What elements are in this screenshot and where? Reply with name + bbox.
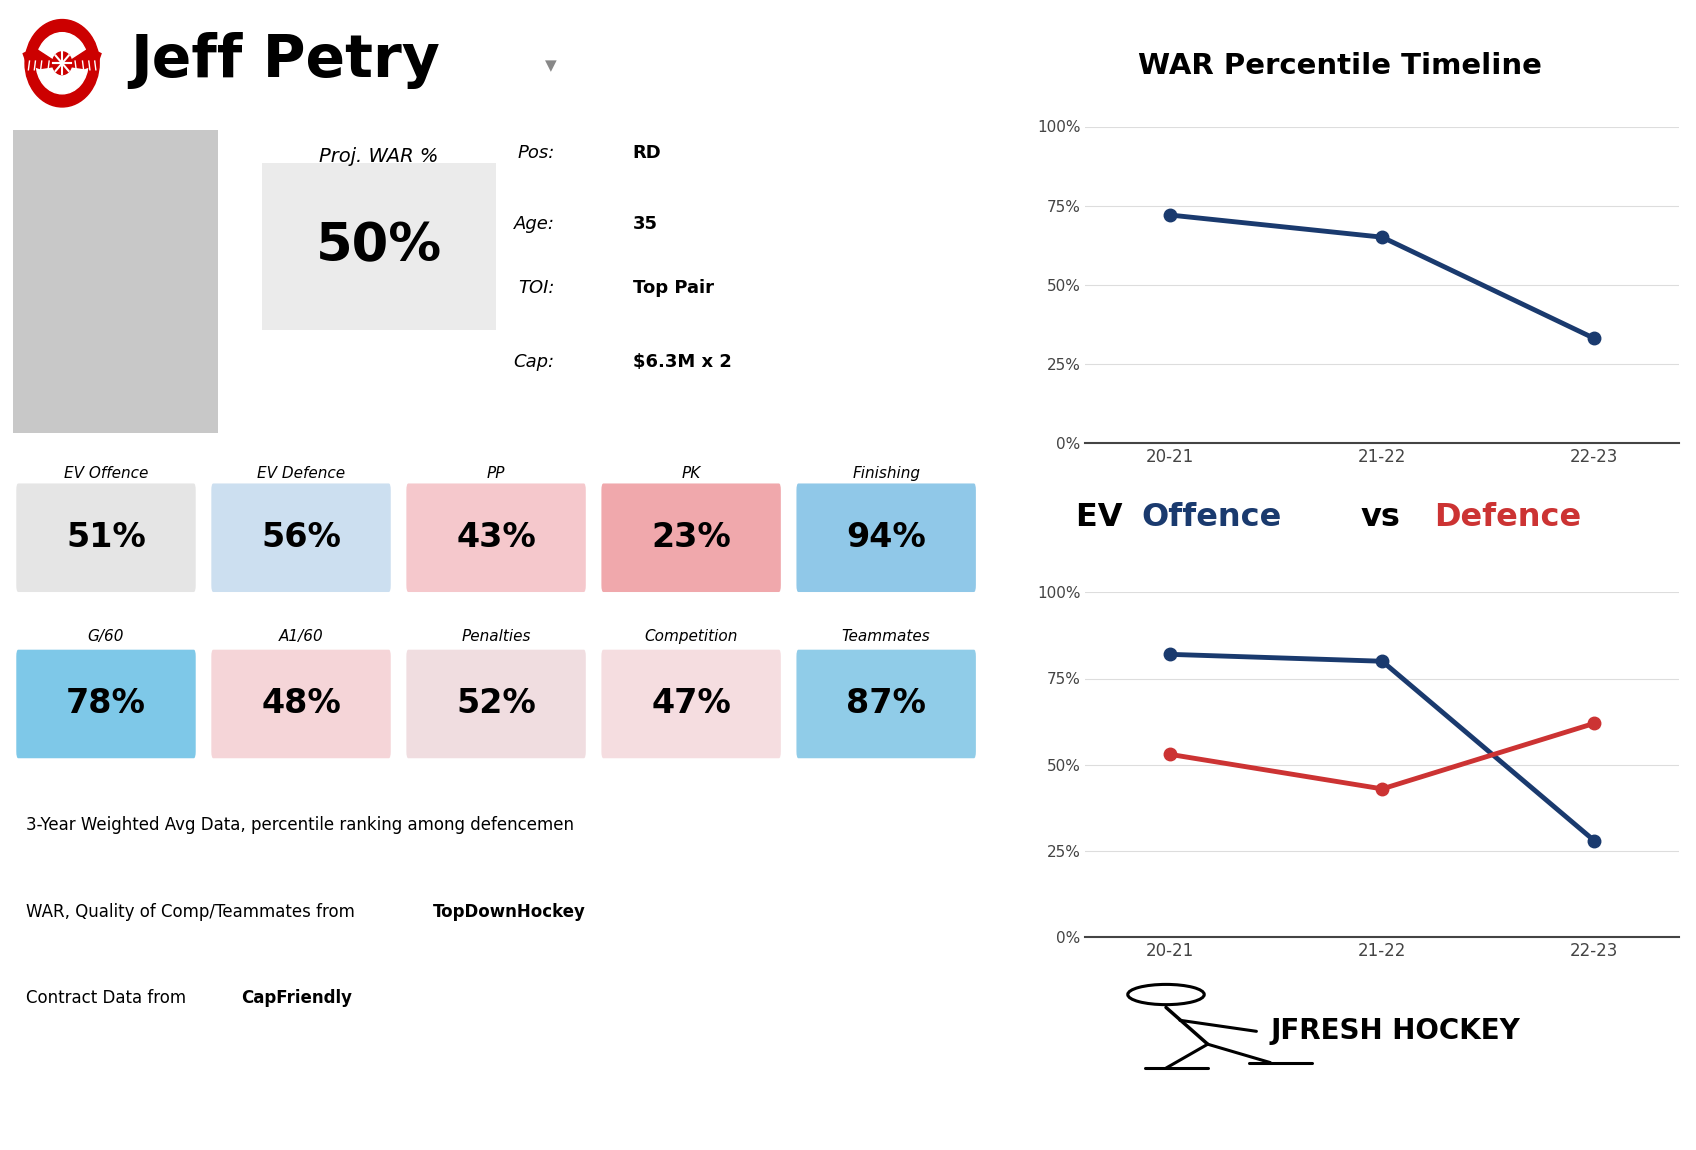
Text: Defence: Defence <box>1433 503 1581 532</box>
Text: WAR Percentile Timeline: WAR Percentile Timeline <box>1138 52 1542 79</box>
Text: 94%: 94% <box>846 521 926 554</box>
Text: A1/60: A1/60 <box>278 629 324 644</box>
Text: 51%: 51% <box>66 521 146 554</box>
Text: 50%: 50% <box>315 221 443 273</box>
FancyBboxPatch shape <box>212 650 390 758</box>
FancyBboxPatch shape <box>17 483 195 592</box>
Text: ▼: ▼ <box>544 58 556 74</box>
FancyBboxPatch shape <box>407 483 585 592</box>
Text: 48%: 48% <box>261 688 341 720</box>
Text: Age:: Age: <box>514 215 555 232</box>
Text: Contract Data from: Contract Data from <box>27 989 192 1007</box>
FancyBboxPatch shape <box>212 483 390 592</box>
Text: G/60: G/60 <box>88 629 124 644</box>
Text: 56%: 56% <box>261 521 341 554</box>
Text: CapFriendly: CapFriendly <box>241 989 353 1007</box>
Circle shape <box>53 52 71 75</box>
Text: 23%: 23% <box>651 521 731 554</box>
Text: Penalties: Penalties <box>461 629 531 644</box>
Text: Jeff Petry: Jeff Petry <box>131 32 441 90</box>
Text: RD: RD <box>633 144 661 162</box>
Text: Teammates: Teammates <box>841 629 931 644</box>
Text: Proj. WAR %: Proj. WAR % <box>319 146 439 166</box>
FancyBboxPatch shape <box>261 162 495 330</box>
FancyBboxPatch shape <box>602 650 780 758</box>
Text: 52%: 52% <box>456 688 536 720</box>
Text: vs: vs <box>1360 503 1401 532</box>
Circle shape <box>25 20 98 107</box>
Text: 78%: 78% <box>66 688 146 720</box>
Text: EV Offence: EV Offence <box>64 467 148 482</box>
Text: PP: PP <box>487 467 505 482</box>
Text: 43%: 43% <box>456 521 536 554</box>
Text: 87%: 87% <box>846 688 926 720</box>
FancyBboxPatch shape <box>17 650 195 758</box>
FancyBboxPatch shape <box>602 483 780 592</box>
Text: 47%: 47% <box>651 688 731 720</box>
Text: $6.3M x 2: $6.3M x 2 <box>633 353 731 371</box>
Text: TOI:: TOI: <box>517 279 555 297</box>
Polygon shape <box>24 48 53 69</box>
Text: TopDownHockey: TopDownHockey <box>434 903 587 921</box>
Polygon shape <box>71 48 102 69</box>
Text: Cap:: Cap: <box>514 353 555 371</box>
Text: Pos:: Pos: <box>517 144 555 162</box>
Text: EV Defence: EV Defence <box>258 467 344 482</box>
Text: Competition: Competition <box>644 629 738 644</box>
Text: Finishing: Finishing <box>851 467 921 482</box>
FancyBboxPatch shape <box>797 650 975 758</box>
Text: WAR, Quality of Comp/Teammates from: WAR, Quality of Comp/Teammates from <box>27 903 361 921</box>
FancyBboxPatch shape <box>407 650 585 758</box>
Text: 35: 35 <box>633 215 658 232</box>
FancyBboxPatch shape <box>14 130 219 434</box>
Text: Offence: Offence <box>1141 503 1282 532</box>
FancyBboxPatch shape <box>797 483 975 592</box>
Text: JFRESH HOCKEY: JFRESH HOCKEY <box>1270 1018 1520 1045</box>
Text: PK: PK <box>682 467 700 482</box>
Text: 3-Year Weighted Avg Data, percentile ranking among defencemen: 3-Year Weighted Avg Data, percentile ran… <box>27 816 575 835</box>
Text: Top Pair: Top Pair <box>633 279 714 297</box>
Text: EV: EV <box>1075 503 1133 532</box>
Circle shape <box>36 32 88 94</box>
